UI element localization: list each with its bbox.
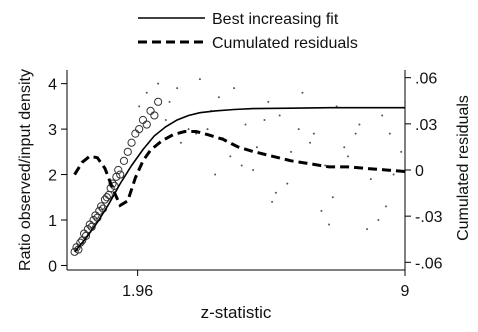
scatter-point-small [369,178,372,181]
scatter-point-large [104,190,113,200]
scatter-point-small [217,96,220,99]
legend-label-residuals: Cumulated residuals [212,35,358,52]
scatter-point-small [145,91,148,94]
scatter-point-small [176,87,179,90]
scatter-point-small [206,128,209,131]
lines-layer [73,106,406,253]
scatter-point-small [255,146,258,149]
scatter-point-small [377,219,380,221]
y-axis-title-right: Cumulated residuals [455,95,472,241]
scatter-point-large [142,120,151,129]
y-tick-label-left: 1 [48,213,57,230]
scatter-point-large [146,106,155,116]
scatter-point-small [229,155,232,158]
scatter-point-large [138,115,148,125]
x-axis-title: z-statistic [201,303,272,322]
scatter-point-small [267,100,270,103]
scatter-point-large [119,156,129,166]
x-tick-label: 1.96 [122,283,153,300]
y-tick-label-left: 2 [48,168,57,185]
scatter-point-small [157,82,160,85]
scatter-point-small [274,191,277,194]
scatter-point-small [347,155,350,158]
scatter-point-small [214,173,217,176]
y-tick-label-right: -.03 [415,209,443,226]
scatter-point-small [164,119,167,121]
scatter-point-small [271,200,274,203]
scatter-point-small [301,91,304,94]
y-tick-label-right: -.06 [415,255,443,272]
scatter-point-large [100,195,110,204]
scatter-point-large [85,220,94,229]
y-tick-label-left: 0 [48,258,57,275]
scatter-point-small [240,164,243,167]
scatter-point-small [138,105,141,108]
scatter-point-large [135,124,144,134]
scatter-point-small [343,146,346,149]
scatter-point-small [324,164,327,167]
scatter-point-small [198,78,201,81]
scatter-point-small [297,128,300,131]
scatter-point-small [385,205,388,208]
scatter-point-large [102,193,111,202]
scatter-point-small [404,100,406,103]
scatter-point-small [290,150,293,153]
scatter-point-small [400,150,403,153]
scatter-point-large [150,111,159,120]
legend: Best increasing fit Cumulated residuals [138,11,358,52]
series-line-best-fit [73,106,405,253]
scatter-point-small [312,132,315,135]
scatter-point-large [154,97,163,106]
scatter-point-small [179,141,182,144]
y-tick-label-left: 4 [48,77,57,94]
scatter-point-small [366,228,369,231]
scatter-point-small [278,114,281,117]
scatter-point-small [286,182,289,185]
scatter-point-small [187,128,190,131]
scatter-point-small [168,100,171,103]
scatter-point-small [381,114,384,117]
x-tick-label: 9 [401,283,410,300]
scatter-point-small [358,123,361,126]
scatter-point-small [309,141,312,144]
y-tick-label-right: .03 [415,117,437,134]
legend-label-best-fit: Best increasing fit [212,11,339,28]
scatter-point-small [335,105,338,108]
scatter-point-large [76,238,85,247]
scatter-point-small [244,123,247,126]
scatter-point-large [97,202,106,211]
scatter-point-large [131,129,140,138]
scatter-point-large [108,179,117,188]
scatter-point-small [388,132,391,135]
scatter-point-large [123,147,132,156]
y-tick-label-right: .06 [415,71,437,88]
scatter-point-small [392,173,395,176]
scatter-point-small [331,196,334,199]
scatter-point-small [354,132,357,135]
scatter-point-large [114,165,123,175]
y-tick-label-right: 0 [415,163,424,180]
scatter-point-small [233,87,236,90]
scatter-point-small [328,223,331,226]
scatter-point-small [252,169,255,171]
series-line-cumulated-residuals [73,130,406,208]
scatter-point-small [263,119,266,121]
scatter-point-large [116,170,125,179]
y-axis-title-left: Ratio observed/input density [17,69,34,271]
scatter-point-large [127,138,136,147]
points-layer [70,78,406,256]
ticks-layer: 0 1 2 3 4 -.06 -.03 0 .03 .06 1.96 9 [48,71,443,300]
scatter-point-large [91,211,100,220]
y-tick-label-left: 3 [48,122,57,139]
scatter-point-small [320,209,323,212]
